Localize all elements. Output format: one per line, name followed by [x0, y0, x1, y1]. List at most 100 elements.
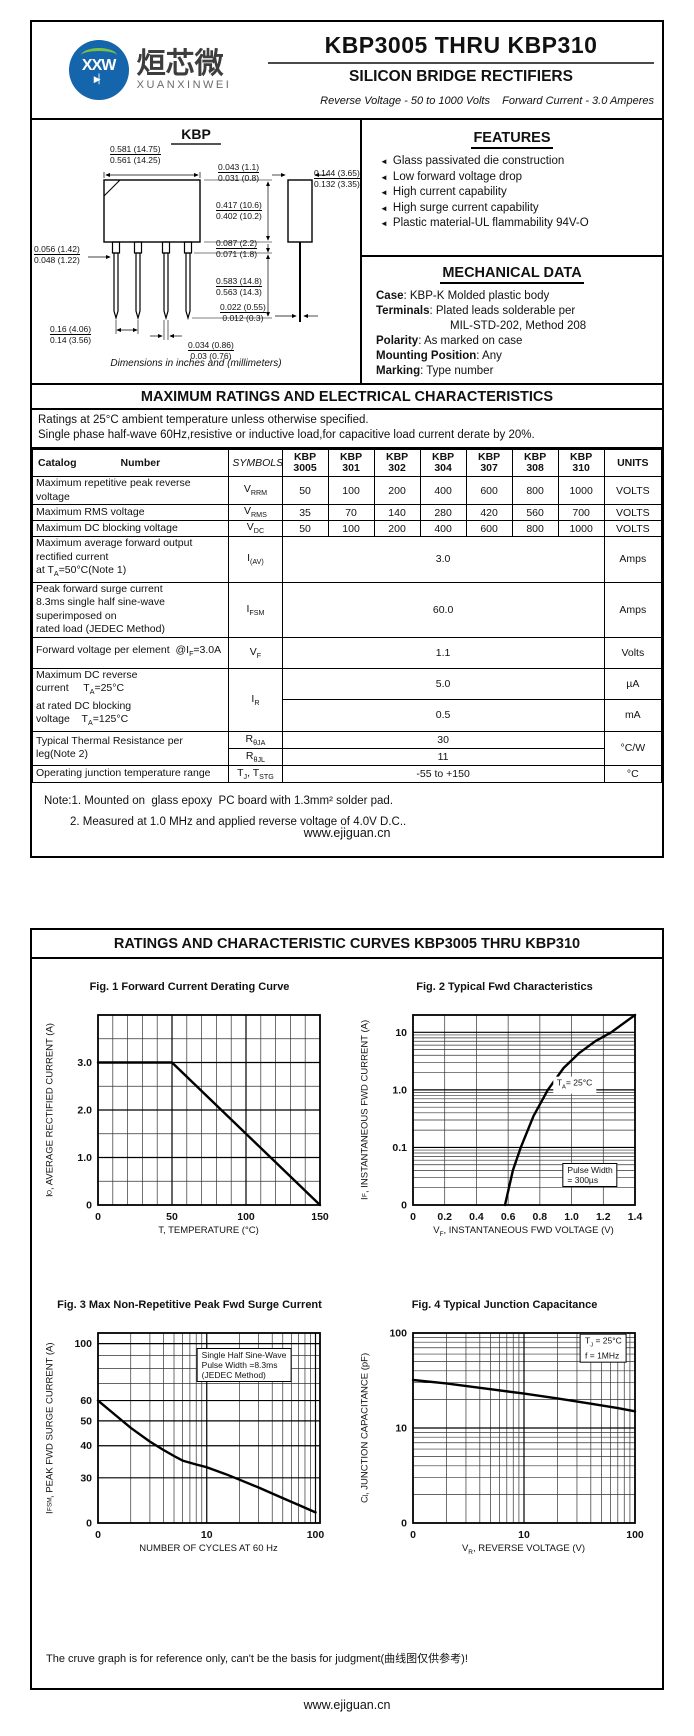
- x-axis-label: VR, REVERSE VOLTAGE (V): [461, 1543, 586, 1556]
- table-cell: UNITS: [603, 449, 663, 477]
- mech-line: Mounting Position: Any: [376, 350, 502, 362]
- y-axis-tick-label: 0: [86, 1200, 92, 1212]
- table-cell: °C: [603, 764, 663, 783]
- y-axis-tick-label: 0: [86, 1518, 92, 1530]
- y-axis-tick-label: 1.0: [392, 1084, 407, 1096]
- y-axis-tick-label: 2.0: [77, 1105, 92, 1117]
- table-cell: 600: [465, 520, 513, 537]
- brand-logo: XXW ▶▏ 烜芯微 XUANXINWEI: [32, 22, 268, 118]
- brand-name-en: XUANXINWEI: [136, 78, 232, 91]
- table-cell: 560: [511, 504, 559, 521]
- mech-line: Marking: Type number: [376, 365, 494, 377]
- table-cell: °C/W: [603, 730, 663, 766]
- y-axis-tick-label: 3.0: [77, 1057, 92, 1069]
- table-cell: VOLTS: [603, 476, 663, 505]
- ratings-condition-2: Single phase half-wave 60Hz,resistive or…: [38, 429, 535, 441]
- dimension-label: 0.056 (1.42) 0.048 (1.22): [34, 244, 80, 265]
- x-axis-tick-label: 0.8: [532, 1211, 547, 1223]
- data-series-line: [411, 1378, 636, 1413]
- figure-1-canvas: 0 50 100 150 0 1.0 2.0 3.0: [77, 1014, 328, 1223]
- datasheet-page-2: RATINGS AND CHARACTERISTIC CURVES KBP300…: [30, 928, 664, 1690]
- figure-2: Fig. 2 Typical Fwd Characteristics 0 0.2 0…: [347, 981, 662, 1247]
- table-row: Operating junction temperature range TJ, …: [31, 764, 663, 783]
- diagram-caption: Dimensions in inches and (millimeters): [110, 358, 282, 369]
- doc-tagline: Reverse Voltage - 50 to 1000 Volts Forwa…: [320, 95, 654, 107]
- x-axis-tick-label: 1.4: [627, 1211, 642, 1223]
- table-cell: Forward voltage per element @IF=3.0A: [31, 636, 230, 669]
- ratings-table: Catalog Number SYMBOLS KBP 3005 KBP 301 KBP 302 K…: [31, 449, 663, 783]
- feature-item: ◄ Plastic material-UL flammability 94V-O: [380, 216, 658, 232]
- reference-disclaimer: The cruve graph is for reference only, c…: [46, 1653, 468, 1665]
- package-drawing-cell: KBP: [32, 120, 362, 383]
- table-cell: VRRM: [228, 476, 283, 505]
- data-series-line: [96, 1399, 317, 1514]
- table-cell: 200: [373, 476, 421, 505]
- data-series-line: [96, 1061, 321, 1207]
- x-axis-tick-label: 0.6: [500, 1211, 515, 1223]
- package-diagram: 0.581 (14.75) 0.561 (14.25) 0.043 (1.1) 0.0…: [32, 144, 360, 361]
- table-cell: 800: [511, 476, 559, 505]
- right-column: FEATURES ◄ Glass passivated die construct…: [362, 120, 662, 383]
- dimension-label: 0.417 (10.6) 0.402 (10.2): [216, 200, 262, 221]
- figure-1: Fig. 1 Forward Current Derating Curve 0 5…: [32, 981, 347, 1247]
- mechanical-lines: Case: KBP-K Molded plastic body Terminals…: [362, 289, 662, 379]
- table-cell: Maximum RMS voltage: [31, 504, 230, 521]
- table-cell: Typical Thermal Resistance per leg(Note …: [31, 730, 230, 766]
- y-axis-tick-label: 100: [389, 1328, 407, 1340]
- table-cell: Operating junction temperature range: [31, 764, 230, 783]
- title-block: KBP3005 THRU KBP310 SILICON BRIDGE RECTI…: [268, 22, 662, 118]
- table-cell: KBP 3005: [281, 449, 329, 477]
- table-cell: KBP 302: [373, 449, 421, 477]
- mech-line: Case: KBP-K Molded plastic body: [376, 290, 550, 302]
- x-axis-tick-label: 50: [166, 1211, 178, 1223]
- chart-annotation: Pulse Width = 300µs: [562, 1162, 618, 1187]
- x-axis-tick-label: 10: [200, 1529, 212, 1541]
- figure-3-canvas: 0 10 100 0 30 40 50 60 100: [74, 1332, 324, 1541]
- table-cell: µA: [603, 667, 663, 701]
- y-axis-tick-label: 10: [395, 1027, 407, 1039]
- y-axis-tick-label: 0.1: [392, 1142, 407, 1154]
- bullet-arrow-icon: ◄: [380, 157, 388, 166]
- table-cell: VOLTS: [603, 504, 663, 521]
- table-cell: -55 to +150: [281, 764, 605, 783]
- x-axis-tick-label: 0.2: [437, 1211, 452, 1223]
- figures-grid: Fig. 1 Forward Current Derating Curve 0 5…: [32, 959, 662, 1565]
- logo-mark: XXW ▶▏: [68, 40, 129, 100]
- table-cell: 140: [373, 504, 421, 521]
- ratings-condition-1: Ratings at 25°C ambient temperature unle…: [38, 414, 369, 426]
- footnote-1: Note:1. Mounted on glass epoxy PC board …: [44, 794, 394, 807]
- figure-4-canvas: 0 10 100 0 10 100: [389, 1328, 643, 1542]
- table-cell: VF: [228, 636, 283, 669]
- dimension-label: 0.087 (2.2) 0.071 (1.8): [216, 238, 258, 259]
- table-cell: mA: [603, 699, 663, 732]
- content-row: KBP: [32, 118, 662, 385]
- figure-4: Fig. 4 Typical Junction Capacitance 0 10 1…: [347, 1299, 662, 1565]
- y-axis-tick-label: 0: [401, 1200, 407, 1212]
- figure-4-title: Fig. 4 Typical Junction Capacitance: [411, 1299, 598, 1311]
- table-cell: 5.0: [281, 667, 605, 701]
- page1-footer-url: www.ejiguan.cn: [303, 826, 391, 840]
- brand-name-cn: 烜芯微: [136, 47, 224, 80]
- figure-2-canvas: 0 0.2 0.4 0.6 0.8 1.0 1.2 1.4 0 0.1 1.0 10: [392, 1013, 642, 1223]
- table-row: Forward voltage per element @IF=3.0A VF 1.…: [31, 636, 663, 669]
- table-cell: 200: [373, 520, 421, 537]
- x-axis-tick-label: 0: [410, 1529, 416, 1541]
- figure-1-chart: 0 50 100 150 0 1.0 2.0 3.0 T, TEMPERATURE (°C) I…: [40, 1005, 340, 1247]
- table-cell: KBP 308: [511, 449, 559, 477]
- y-axis-label: I FSM, PEAK FWD SURGE CURRENT (A): [44, 1342, 55, 1514]
- y-axis-tick-label: 30: [80, 1472, 92, 1484]
- table-row: Maximum DC blocking voltage VDC 50 100 200 40…: [31, 520, 663, 537]
- x-axis-tick-label: 0: [410, 1211, 416, 1223]
- table-cell: Maximum DC reverse current TA=25°C at rat…: [31, 667, 230, 732]
- table-row: Maximum RMS voltage VRMS 35 70 140 280 420 560 7…: [31, 504, 663, 521]
- x-axis-tick-label: 1.0: [564, 1211, 579, 1223]
- table-cell: 800: [511, 520, 559, 537]
- table-cell: Volts: [603, 636, 663, 669]
- brand-text: 烜芯微 XUANXINWEI: [137, 49, 232, 92]
- table-cell: 400: [419, 520, 467, 537]
- dimension-label: 0.581 (14.75) 0.561 (14.25): [110, 144, 161, 165]
- doc-title: KBP3005 THRU KBP310: [324, 32, 598, 58]
- figure-2-title: Fig. 2 Typical Fwd Characteristics: [416, 981, 593, 993]
- x-axis-label: NUMBER OF CYCLES AT 60 Hz: [139, 1543, 278, 1554]
